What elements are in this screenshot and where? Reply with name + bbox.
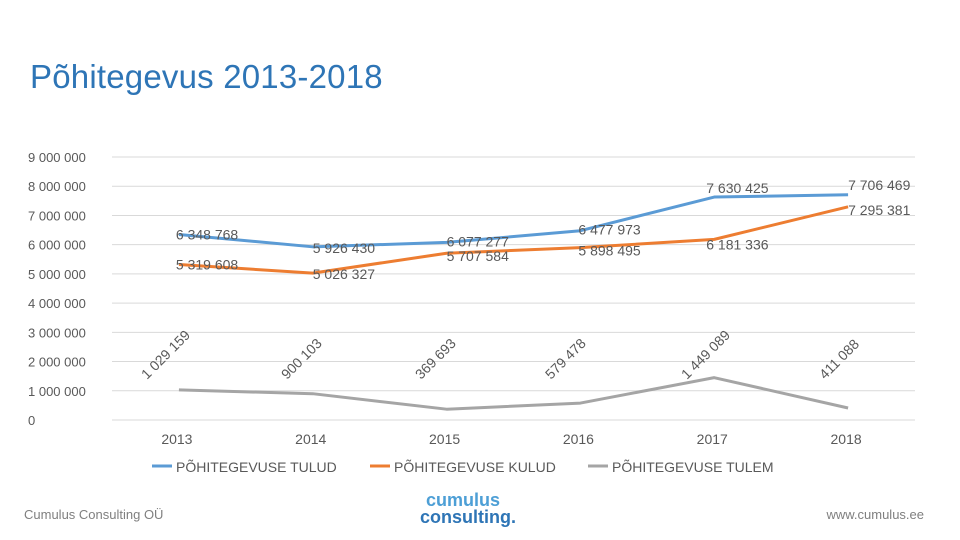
revenue-data-label: 7 706 469	[848, 177, 910, 193]
result-data-label: 1 029 159	[138, 327, 194, 383]
y-tick-label: 0	[28, 413, 35, 428]
y-tick-label: 6 000 000	[28, 238, 86, 253]
page-title: Põhitegevus 2013-2018	[30, 58, 383, 95]
result-data-label: 411 088	[816, 336, 863, 383]
series-line	[178, 193, 849, 249]
logo-line-1: cumulus	[426, 490, 501, 510]
x-tick-label: 2018	[831, 431, 862, 447]
y-tick-label: 7 000 000	[28, 208, 86, 223]
data-labels: 6 348 768 5 926 430 6 077 277 6 477 973 7 63…	[138, 177, 911, 382]
y-axis-tick-labels: 9 000 000 8 000 000 7 000 000 6 000 000 5 00…	[28, 150, 86, 428]
x-tick-label: 2017	[697, 431, 728, 447]
x-tick-label: 2013	[161, 431, 192, 447]
x-tick-label: 2015	[429, 431, 460, 447]
series-line	[178, 205, 849, 275]
y-tick-label: 8 000 000	[28, 179, 86, 194]
y-tick-label: 1 000 000	[28, 384, 86, 399]
revenue-data-label: 6 477 973	[578, 222, 640, 238]
cumulus-logo: cumulus consulting.	[420, 490, 516, 527]
series-lines	[178, 193, 849, 411]
result-data-label: 1 449 089	[678, 327, 734, 383]
revenue-data-label: 6 348 768	[176, 226, 238, 242]
legend: PÕHITEGEVUSE TULUD PÕHITEGEVUSE KULUD PÕHI…	[152, 459, 774, 475]
legend-label: PÕHITEGEVUSE TULUD	[176, 459, 337, 475]
x-axis-tick-labels: 2013 2014 2015 2016 2017 2018	[161, 431, 862, 447]
result-data-label: 900 103	[278, 335, 325, 382]
expense-data-label: 5 319 608	[176, 257, 238, 273]
expense-data-label: 5 707 584	[447, 248, 509, 264]
legend-label: PÕHITEGEVUSE KULUD	[394, 459, 556, 475]
legend-label: PÕHITEGEVUSE TULEM	[612, 459, 774, 475]
y-tick-label: 4 000 000	[28, 296, 86, 311]
revenue-data-label: 7 630 425	[706, 180, 768, 196]
series-line	[178, 376, 849, 411]
expense-data-label: 7 295 381	[848, 202, 910, 218]
expense-data-label: 5 898 495	[578, 243, 640, 259]
y-tick-label: 5 000 000	[28, 267, 86, 282]
expense-data-label: 5 026 327	[313, 266, 375, 282]
logo-line-2: consulting.	[420, 507, 516, 527]
revenue-data-label: 6 077 277	[447, 233, 509, 249]
revenue-data-label: 5 926 430	[313, 240, 375, 256]
y-tick-label: 9 000 000	[28, 150, 86, 165]
result-data-label: 579 478	[542, 335, 589, 382]
x-tick-label: 2016	[563, 431, 594, 447]
x-tick-label: 2014	[295, 431, 326, 447]
y-tick-label: 2 000 000	[28, 355, 86, 370]
result-data-label: 369 693	[412, 335, 459, 382]
y-tick-label: 3 000 000	[28, 325, 86, 340]
expense-data-label: 6 181 336	[706, 236, 768, 252]
line-chart: 9 000 000 8 000 000 7 000 000 6 000 000 5 00…	[28, 150, 915, 475]
website-link[interactable]: www.cumulus.ee	[826, 507, 924, 522]
company-name: Cumulus Consulting OÜ	[24, 507, 164, 522]
